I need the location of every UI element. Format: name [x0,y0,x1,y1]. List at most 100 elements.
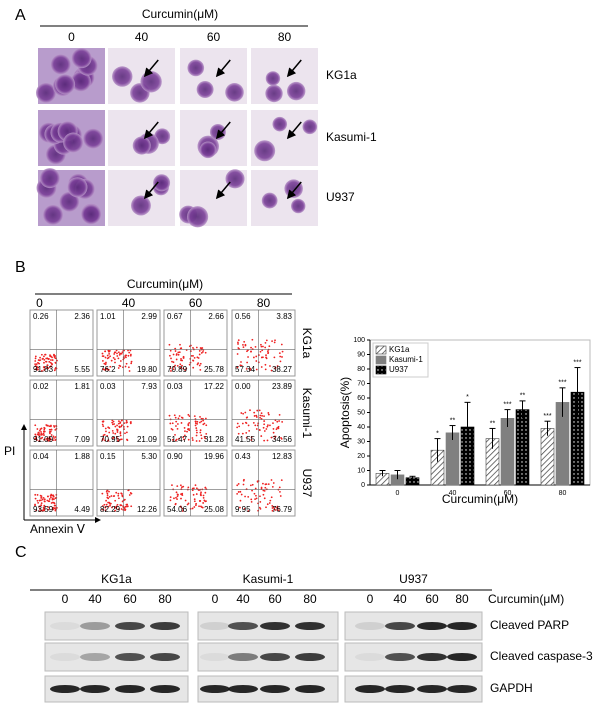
quadrant-value: 7.09 [74,435,90,444]
event-dot [258,428,261,431]
blot [44,611,189,641]
event-dot [269,424,271,427]
event-dot [37,501,40,504]
flow-plot: 1.01 2.99 76.2 19.80 [96,309,161,377]
bar [445,432,460,486]
event-dot [37,431,40,434]
event-dot [107,356,110,359]
event-dot [111,506,113,509]
event-dot [170,357,172,360]
event-dot [38,362,41,365]
event-dot [242,479,245,482]
event-dot [276,507,279,510]
band [447,685,477,693]
event-dot [236,484,239,487]
cell [130,195,151,216]
event-dot [51,359,54,361]
event-dot [193,506,196,508]
event-dot [197,362,200,365]
dose-label: 60 [207,30,221,44]
event-dot [49,432,51,435]
event-dot [255,428,258,430]
event-dot [43,369,46,371]
event-dot [250,500,253,503]
event-dot [192,347,194,349]
event-dot [251,338,254,341]
cell [63,132,84,153]
quadrant-value: 0.26 [33,312,49,321]
event-dot [198,350,201,352]
flow-plot: 0.26 2.36 91.83 5.55 [29,309,94,377]
band [417,685,447,693]
x-tick-label: 0 [396,490,400,497]
event-dot [105,430,107,433]
event-dot [119,431,122,434]
event-dot [175,496,177,499]
event-dot [121,495,124,498]
event-dot [240,412,243,414]
event-dot [202,417,204,420]
band [228,685,258,693]
event-dot [120,419,123,422]
event-dot [237,339,240,342]
event-dot [260,343,262,346]
event-dot [195,440,198,442]
y-tick-label: 90 [357,351,365,358]
event-dot [169,349,172,352]
error-bar [379,470,386,477]
event-dot [42,357,44,360]
event-dot [255,360,258,362]
plot-frame [96,449,161,517]
event-dot [115,491,118,494]
dose-label: 0 [212,592,219,606]
event-dot [276,505,279,508]
dose-label: 0 [36,296,43,310]
cell [83,128,104,149]
event-dot [109,355,111,358]
event-dot [175,491,178,494]
error-bar [574,367,581,417]
event-dot [180,506,182,508]
event-dot [275,428,278,431]
dose-label: 0 [62,592,69,606]
cell [186,206,209,228]
event-dot [106,492,109,495]
event-dot [114,509,117,512]
band [385,653,415,661]
event-dot [110,495,113,497]
event-dot [50,428,53,431]
event-dot [113,353,116,355]
event-dot [251,489,253,492]
event-dot [260,487,263,490]
event-dot [281,350,284,353]
event-dot [199,421,201,424]
event-dot [45,357,48,360]
band [50,653,80,661]
event-dot [195,429,198,432]
flow-plot: 0.02 1.81 91.09 7.09 [29,379,94,447]
event-dot [260,435,263,437]
legend-swatch [375,365,387,375]
event-dot [40,427,43,430]
event-dot [281,356,283,358]
cell [302,119,318,135]
event-dot [36,499,39,502]
event-dot [194,484,197,487]
event-dot [202,351,204,353]
event-dot [174,416,177,419]
event-dot [184,430,186,433]
event-dot [45,360,47,363]
event-dot [174,503,177,506]
legend-swatch [375,355,387,365]
event-dot [201,506,204,509]
event-dot [39,356,41,359]
error-bar [504,409,511,427]
event-dot [174,347,177,350]
arrow [286,59,302,78]
flow-plot: 0.90 19.96 54.06 25.08 [163,449,228,517]
event-dot [117,367,120,369]
event-dot [178,351,181,354]
event-dot [108,502,111,505]
blot [197,611,339,641]
